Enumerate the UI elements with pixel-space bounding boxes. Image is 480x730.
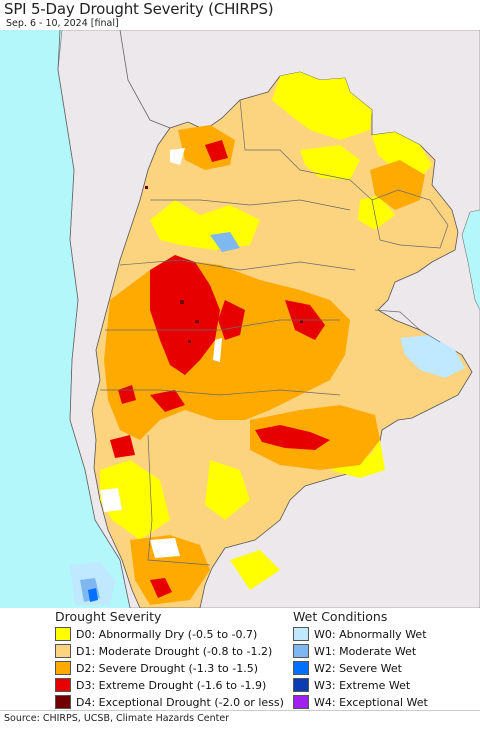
legend-swatch [55, 627, 71, 641]
legend-item-w4: W4: Exceptional Wet [293, 695, 428, 709]
legend-item-d4: D4: Exceptional Drought (-2.0 or less) [55, 695, 284, 709]
legend-item-w3: W3: Extreme Wet [293, 678, 410, 692]
legend-item-w1: W1: Moderate Wet [293, 644, 416, 658]
legend-swatch [55, 678, 71, 692]
legend: Drought Severity Wet Conditions D0: Abno… [0, 608, 480, 712]
map-subtitle: Sep. 6 - 10, 2024 [final] [6, 18, 119, 29]
legend-item-d2: D2: Severe Drought (-1.3 to -1.5) [55, 661, 258, 675]
legend-item-d0: D0: Abnormally Dry (-0.5 to -0.7) [55, 627, 257, 641]
legend-swatch [293, 678, 309, 692]
legend-label: W2: Severe Wet [314, 661, 402, 675]
chile-coastline [57, 30, 131, 608]
legend-swatch [293, 661, 309, 675]
footer-divider [0, 710, 480, 711]
d4-areas [145, 186, 303, 343]
legend-swatch [293, 695, 309, 709]
legend-item-d1: D1: Moderate Drought (-0.8 to -1.2) [55, 644, 272, 658]
wet-legend-heading: Wet Conditions [293, 609, 388, 624]
legend-label: W0: Abnormally Wet [314, 627, 427, 641]
legend-label: W4: Exceptional Wet [314, 695, 428, 709]
chile-inland-border [119, 30, 171, 129]
legend-item-d3: D3: Extreme Drought (-1.6 to -1.9) [55, 678, 266, 692]
legend-swatch [293, 627, 309, 641]
drought-map [0, 30, 480, 608]
legend-label: W1: Moderate Wet [314, 644, 417, 658]
legend-label: D2: Severe Drought (-1.3 to -1.5) [76, 661, 259, 675]
wet-areas [70, 148, 465, 605]
legend-item-w0: W0: Abnormally Wet [293, 627, 427, 641]
legend-swatch [55, 695, 71, 709]
d3-areas [110, 140, 330, 598]
legend-label: D0: Abnormally Dry (-0.5 to -0.7) [76, 627, 258, 641]
map-title: SPI 5-Day Drought Severity (CHIRPS) [4, 0, 274, 18]
legend-item-w2: W2: Severe Wet [293, 661, 402, 675]
legend-swatch [55, 644, 71, 658]
legend-label: D1: Moderate Drought (-0.8 to -1.2) [76, 644, 273, 658]
legend-label: D3: Extreme Drought (-1.6 to -1.9) [76, 678, 267, 692]
source-credit: Source: CHIRPS, UCSB, Climate Hazards Ce… [4, 713, 230, 724]
drought-legend-heading: Drought Severity [55, 609, 162, 624]
legend-label: D4: Exceptional Drought (-2.0 or less) [76, 695, 284, 709]
legend-swatch [55, 661, 71, 675]
legend-swatch [293, 644, 309, 658]
province-boundaries [100, 99, 449, 566]
legend-label: W3: Extreme Wet [314, 678, 411, 692]
